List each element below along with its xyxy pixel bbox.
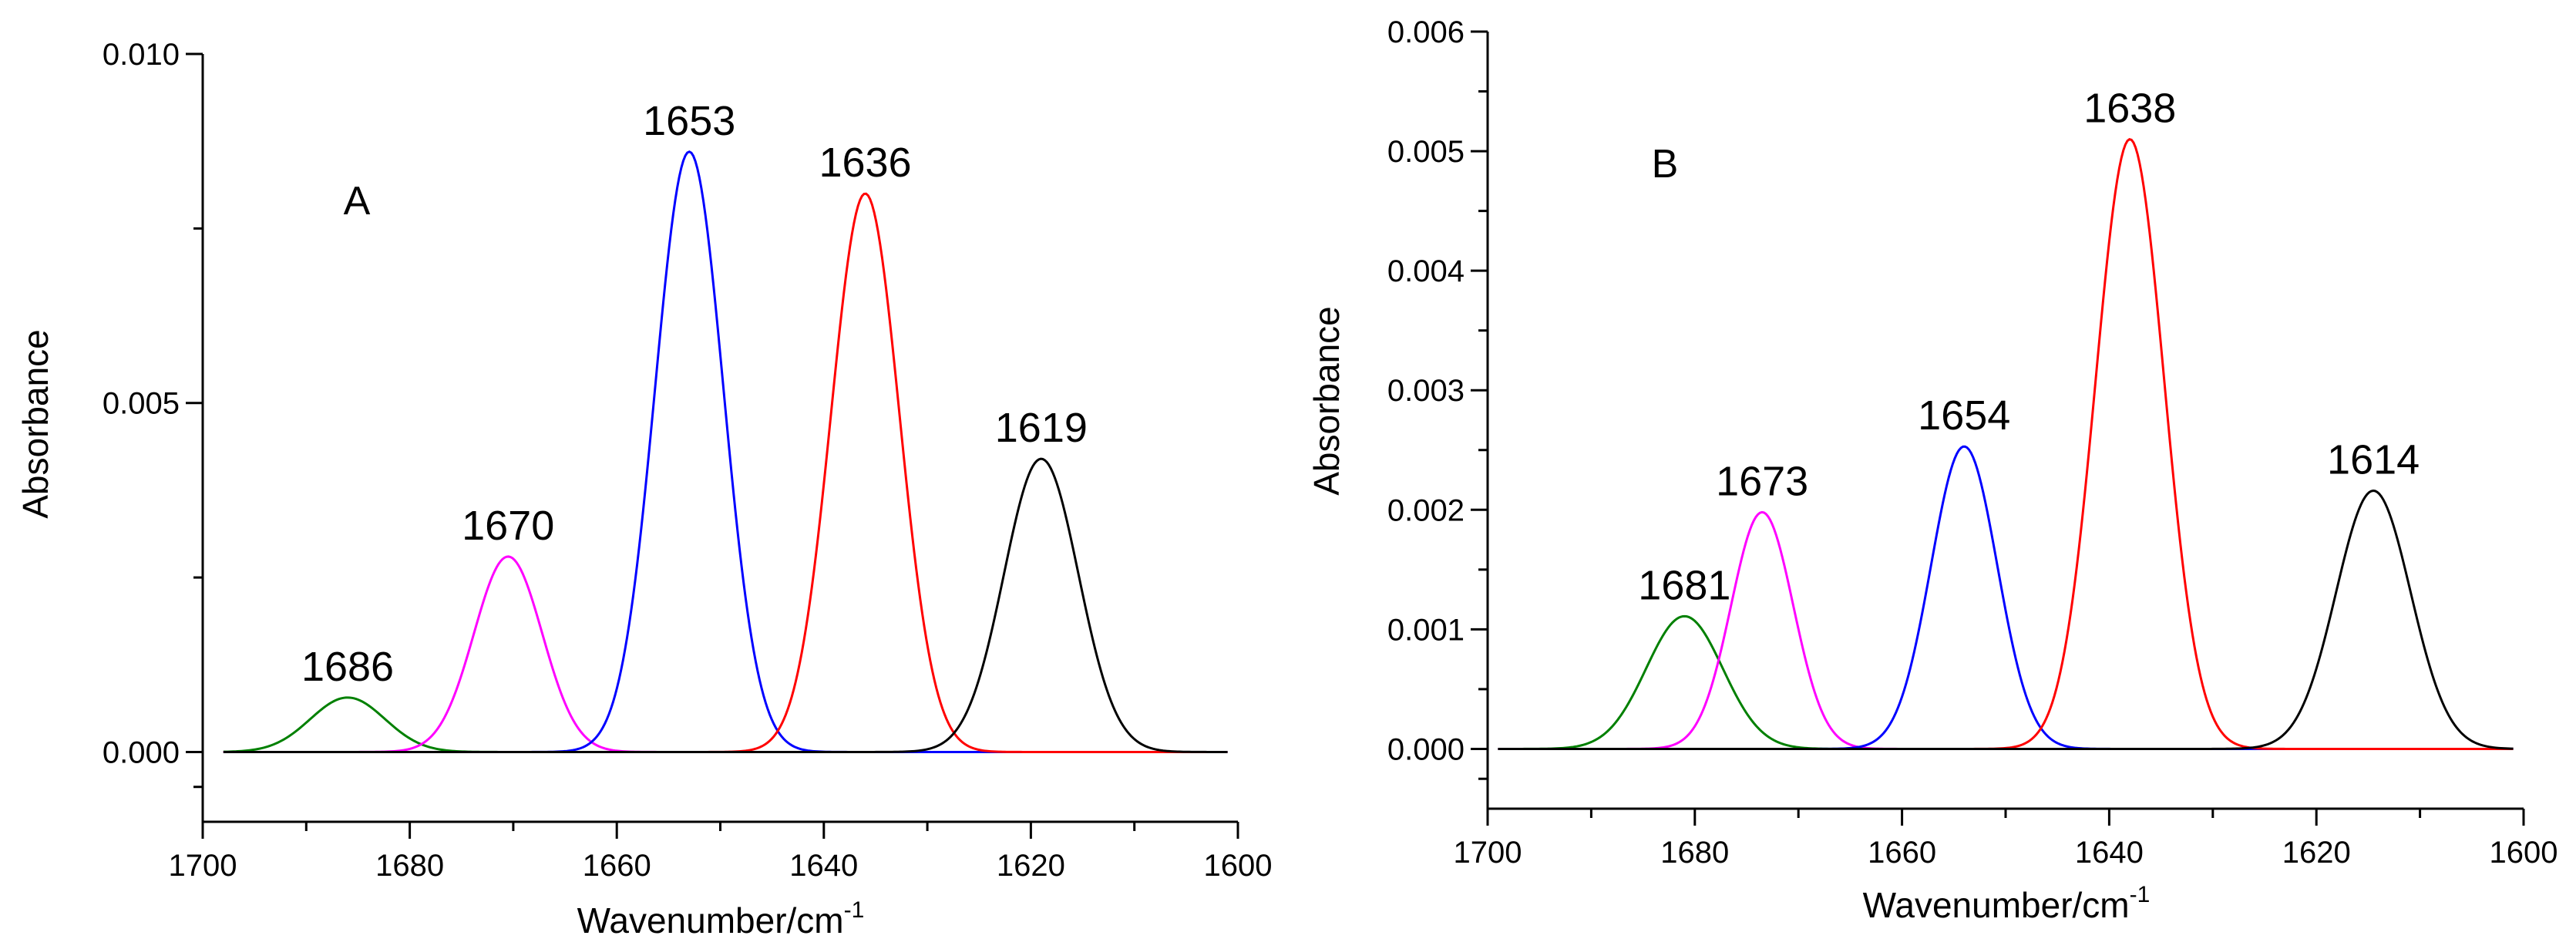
series-line-1614 [1498, 489, 2514, 750]
x-tick-label: 1700 [1454, 836, 1522, 870]
y-tick-label: 0.000 [1387, 732, 1465, 766]
peak-label-1619: 1619 [995, 405, 1088, 451]
x-tick-label: 1620 [2282, 836, 2351, 870]
x-axis-title-superscript: -1 [844, 897, 865, 923]
y-tick-label: 0.001 [1387, 613, 1465, 647]
y-tick-label: 0.010 [103, 38, 180, 72]
peak-label-1614: 1614 [2327, 436, 2420, 483]
peak-label-1673: 1673 [1716, 458, 1808, 504]
y-tick-label: 0.004 [1387, 254, 1465, 288]
panel-letter: B [1652, 142, 1679, 187]
x-tick-label: 1700 [169, 849, 237, 883]
series-line-1673 [1498, 510, 2514, 750]
y-tick-label: 0.006 [1387, 15, 1465, 49]
x-tick-label: 1660 [1868, 836, 1936, 870]
peak-label-1654: 1654 [1918, 392, 2010, 439]
x-tick-label: 1620 [997, 849, 1065, 883]
series-line-1681 [1498, 614, 2514, 750]
y-axis-title: Absorbance [15, 329, 55, 519]
x-axis-title: Wavenumber/cm-1 [1863, 882, 2151, 925]
series-line-1619 [223, 457, 1228, 753]
y-tick-label: 0.005 [103, 387, 180, 421]
peak-label-1653: 1653 [643, 98, 735, 144]
y-axis-title: Absorbance [1306, 306, 1347, 496]
peak-label-1686: 1686 [301, 644, 394, 690]
x-tick-label: 1640 [2075, 836, 2144, 870]
x-tick-label: 1600 [1204, 849, 1273, 883]
x-tick-label: 1640 [789, 849, 858, 883]
y-tick-label: 0.003 [1387, 374, 1465, 408]
peak-label-1636: 1636 [819, 140, 911, 186]
panel-b: 1700 1680 1660 1640 1620 1600 0.000 0.001 0.002 0… [1306, 15, 2558, 925]
x-tick-label: 1680 [1660, 836, 1729, 870]
peak-label-1670: 1670 [462, 503, 554, 549]
x-tick-label: 1600 [2490, 836, 2558, 870]
x-axis-title-text: Wavenumber/cm [577, 900, 844, 941]
panel-a: 1700 1680 1660 1640 1620 1600 0.000 0.005 0.010 1… [15, 38, 1272, 941]
peak-label-1681: 1681 [1638, 562, 1730, 608]
x-axis-title: Wavenumber/cm-1 [577, 897, 865, 941]
x-axis-title-text: Wavenumber/cm [1863, 885, 2130, 925]
series-line-1686 [223, 696, 1228, 753]
x-tick-label: 1660 [583, 849, 651, 883]
y-tick-label: 0.000 [103, 735, 180, 769]
y-tick-label: 0.002 [1387, 493, 1465, 527]
x-axis-title-superscript: -1 [2130, 882, 2151, 907]
peak-label-1638: 1638 [2083, 86, 2176, 132]
y-tick-label: 0.005 [1387, 135, 1465, 169]
x-tick-label: 1680 [375, 849, 444, 883]
panel-letter: A [344, 179, 371, 224]
